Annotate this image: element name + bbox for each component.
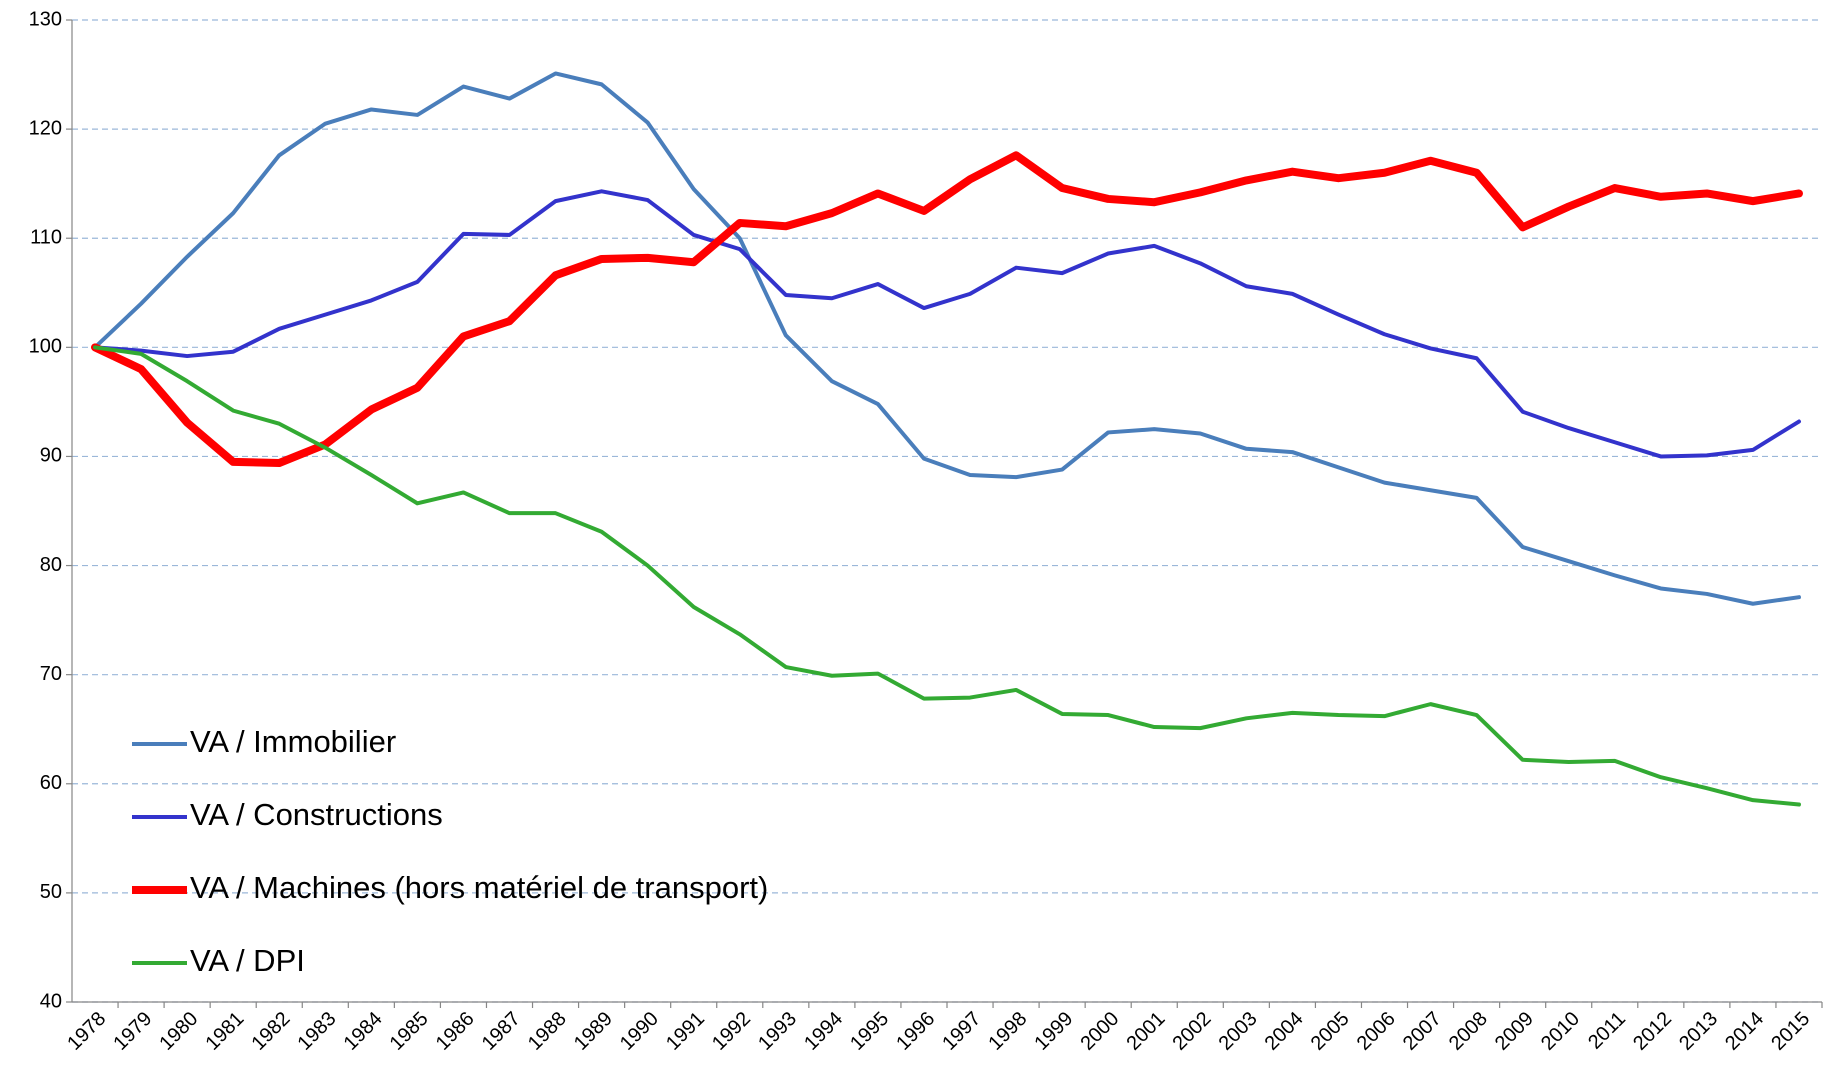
x-tick-label: 2002	[1169, 1008, 1216, 1055]
x-tick-label: 1994	[800, 1008, 847, 1055]
x-tick-label: 1992	[708, 1008, 755, 1055]
x-tick-label: 1981	[201, 1008, 248, 1055]
x-tick-label: 1998	[984, 1008, 1031, 1055]
x-tick-label: 1990	[616, 1008, 663, 1055]
x-tick-label: 2003	[1215, 1008, 1262, 1055]
y-tick-label: 90	[40, 445, 62, 467]
y-tick-label: 50	[40, 881, 62, 903]
x-tick-label: 1983	[294, 1008, 341, 1055]
x-tick-label: 2014	[1721, 1008, 1768, 1055]
x-tick-label: 2008	[1445, 1008, 1492, 1055]
legend-label: VA / Machines (hors matériel de transpor…	[190, 870, 768, 905]
x-tick-label: 1989	[570, 1008, 617, 1055]
x-tick-label: 1980	[155, 1008, 202, 1055]
y-tick-label: 70	[40, 663, 62, 685]
x-tick-label: 1999	[1030, 1008, 1077, 1055]
x-tick-label: 2011	[1584, 1008, 1630, 1054]
x-tick-label: 1987	[478, 1008, 525, 1055]
series-line	[93, 189, 1801, 459]
x-tick-label: 2010	[1537, 1008, 1584, 1055]
x-tick-label: 1985	[386, 1008, 433, 1055]
x-tick-label: 2013	[1675, 1008, 1722, 1055]
series-line	[93, 71, 1801, 606]
x-tick-label: 2007	[1399, 1008, 1446, 1055]
x-tick-label: 1979	[109, 1008, 156, 1055]
x-tick-label: 1984	[340, 1008, 387, 1055]
legend-label: VA / Constructions	[190, 797, 443, 832]
x-tick-label: 2005	[1307, 1008, 1354, 1055]
x-tick-label: 2015	[1767, 1008, 1814, 1055]
y-tick-label: 100	[29, 336, 62, 358]
x-tick-label: 2009	[1491, 1008, 1538, 1055]
y-tick-label: 40	[40, 990, 62, 1012]
x-tick-label: 1991	[662, 1008, 709, 1055]
x-tick-label: 1995	[846, 1008, 893, 1055]
x-tick-label: 1978	[63, 1008, 110, 1055]
x-tick-label: 1982	[247, 1008, 294, 1055]
x-tick-label: 2000	[1076, 1008, 1123, 1055]
y-tick-label: 120	[29, 117, 62, 139]
series-line	[93, 345, 1801, 807]
series-line	[91, 151, 1803, 467]
y-tick-label: 60	[40, 772, 62, 794]
legend-label: VA / DPI	[190, 943, 305, 978]
x-tick-label: 2004	[1261, 1008, 1308, 1055]
x-tick-label: 2006	[1353, 1008, 1400, 1055]
x-tick-label: 1988	[524, 1008, 571, 1055]
y-tick-label: 80	[40, 554, 62, 576]
x-tick-label: 1996	[892, 1008, 939, 1055]
x-tick-label: 1997	[938, 1008, 985, 1055]
x-tick-label: 1993	[754, 1008, 801, 1055]
x-tick-label: 1986	[432, 1008, 479, 1055]
y-tick-label: 130	[29, 8, 62, 30]
legend-label: VA / Immobilier	[190, 724, 396, 759]
x-tick-label: 2001	[1122, 1008, 1169, 1055]
x-tick-label: 2012	[1629, 1008, 1676, 1055]
y-tick-label: 110	[30, 227, 62, 249]
